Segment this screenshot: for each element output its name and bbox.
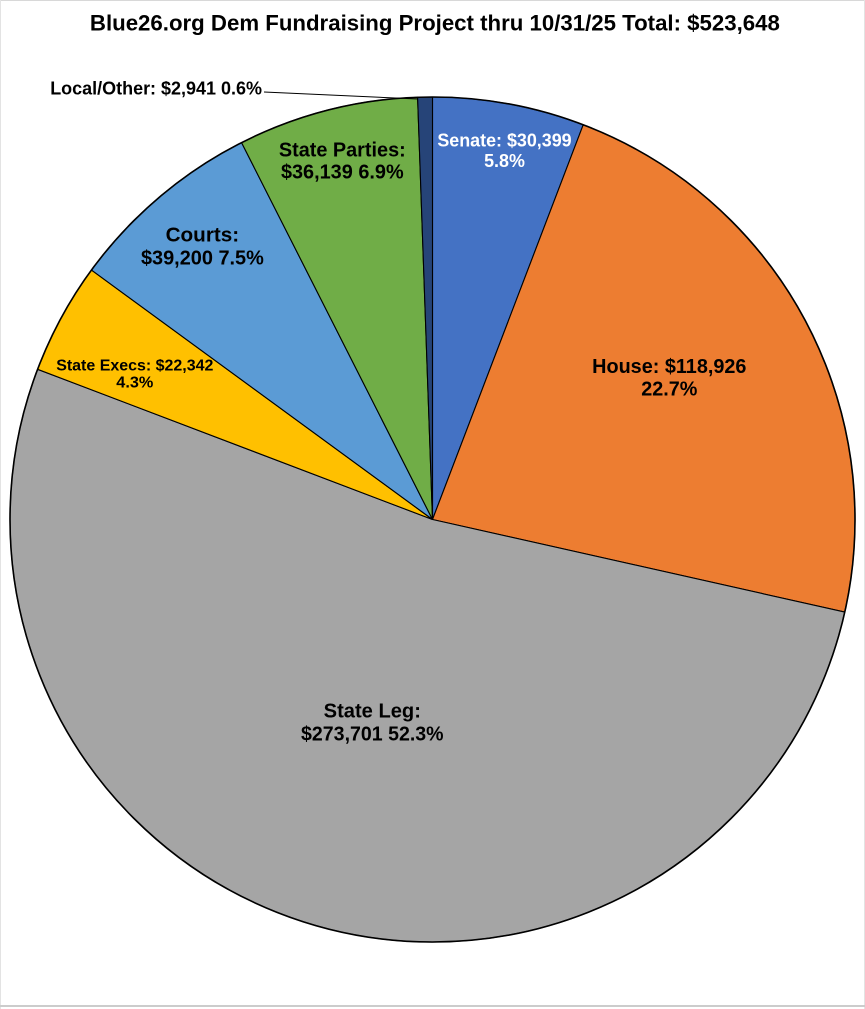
svg-text:Courts:: Courts: xyxy=(166,225,240,247)
svg-text:22.7%: 22.7% xyxy=(641,378,697,400)
svg-text:Senate: $30,399: Senate: $30,399 xyxy=(437,131,571,151)
svg-text:4.3%: 4.3% xyxy=(116,375,153,392)
svg-text:$39,200 7.5%: $39,200 7.5% xyxy=(141,248,264,270)
svg-text:State Leg:: State Leg: xyxy=(324,701,421,723)
svg-text:State Execs: $22,342: State Execs: $22,342 xyxy=(56,358,213,375)
svg-text:House: $118,926: House: $118,926 xyxy=(592,356,746,378)
svg-text:$36,139 6.9%: $36,139 6.9% xyxy=(281,162,404,184)
svg-text:Local/Other: $2,941 0.6%: Local/Other: $2,941 0.6% xyxy=(50,78,262,98)
svg-text:State Parties:: State Parties: xyxy=(279,139,406,161)
svg-text:Blue26.org Dem Fundraising Pro: Blue26.org Dem Fundraising Project thru … xyxy=(90,10,780,35)
svg-text:5.8%: 5.8% xyxy=(484,151,525,171)
svg-text:$273,701 52.3%: $273,701 52.3% xyxy=(301,724,444,746)
